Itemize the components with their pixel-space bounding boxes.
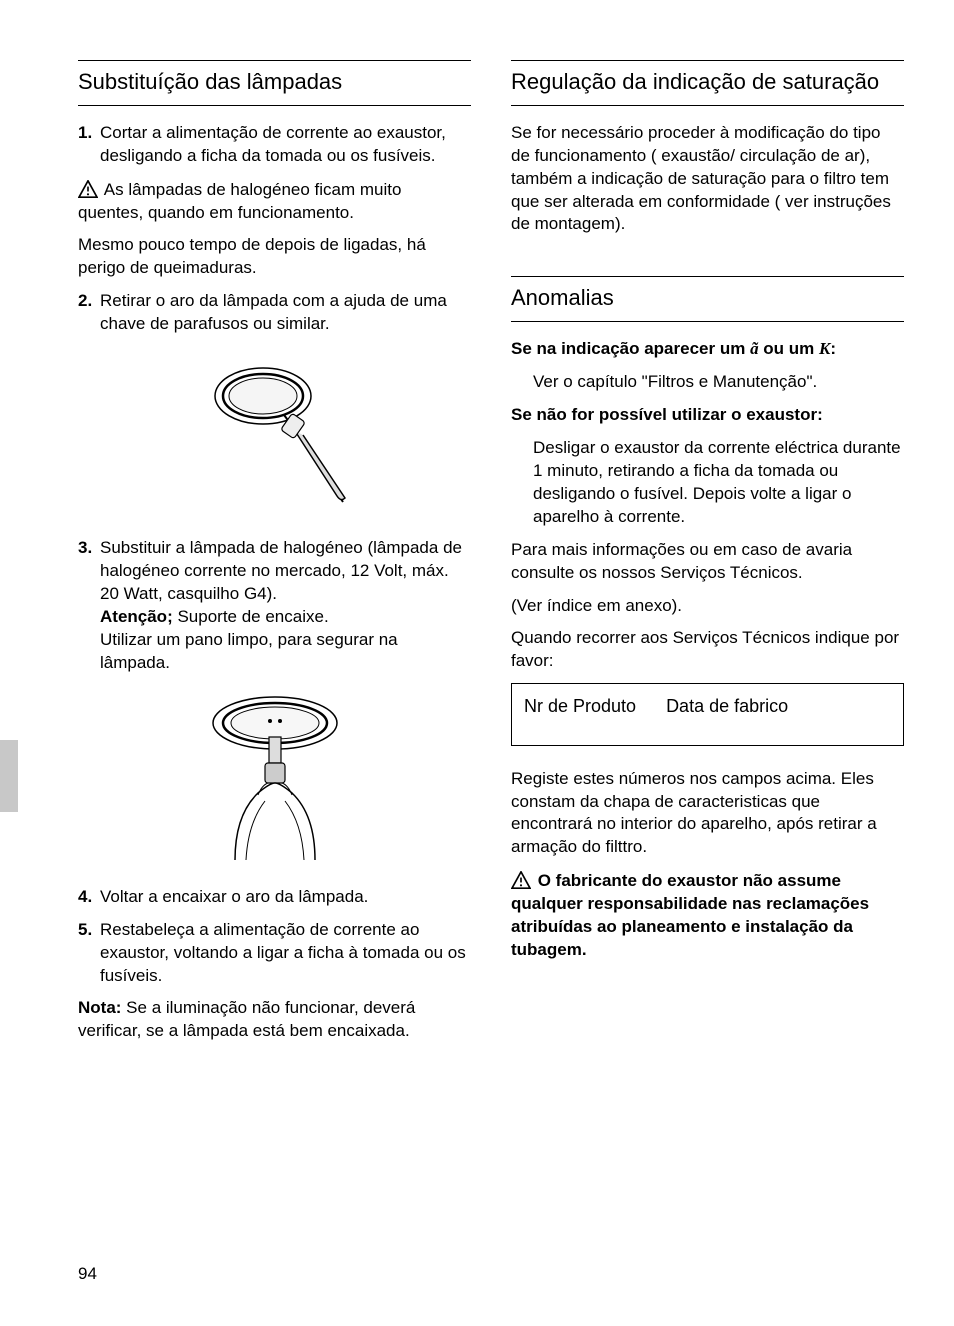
note-text: Se a iluminação não funcionar, deverá ve… xyxy=(78,998,415,1040)
box-label-date: Data de fabrico xyxy=(666,694,788,718)
step-1: 1. Cortar a alimentação de corrente ao e… xyxy=(78,122,471,168)
figure-insert-lamp xyxy=(78,685,471,872)
step-2: 2. Retirar o aro da lâmpada com a ajuda … xyxy=(78,290,471,336)
symbol-c: K xyxy=(819,339,830,358)
note-label: Nota: xyxy=(78,998,121,1017)
right-column: Regulação da indicação de saturação Se f… xyxy=(511,60,904,1053)
step-text: Cortar a alimentação de corrente ao exau… xyxy=(100,123,446,165)
step-number: 2. xyxy=(78,290,92,313)
steps-list: 1. Cortar a alimentação de corrente ao e… xyxy=(78,122,471,168)
step-3: 3. Substituir a lâmpada de halogéneo (lâ… xyxy=(78,537,471,675)
attention-text: Suporte de encaixe. xyxy=(173,607,329,626)
register-p: Registe estes números nos campos acima. … xyxy=(511,768,904,860)
step-4: 4. Voltar a encaixar o aro da lâmpada. xyxy=(78,886,471,909)
indicator-line: Se na indicação aparecer um ã ou um K: xyxy=(511,338,904,361)
page-number: 94 xyxy=(78,1263,97,1286)
step-3-extra: Utilizar um pano limpo, para segurar na … xyxy=(100,629,471,675)
step-number: 5. xyxy=(78,919,92,942)
manufacturer-warning-text: O fabricante do exaustor não assume qual… xyxy=(511,871,869,959)
left-column: Substituíção das lâmpadas 1. Cortar a al… xyxy=(78,60,471,1053)
warning-text-b: Mesmo pouco tempo de depois de ligadas, … xyxy=(78,234,471,280)
step-number: 3. xyxy=(78,537,92,560)
step-text: Restabeleça a alimentação de corrente ao… xyxy=(100,920,466,985)
step-number: 4. xyxy=(78,886,92,909)
step-number: 1. xyxy=(78,122,92,145)
ind-text-c: : xyxy=(830,339,836,358)
warning-hot-lamps: As lâmpadas de halogéneo ficam muito que… xyxy=(78,178,471,225)
box-label-product: Nr de Produto xyxy=(524,694,636,718)
step-text: Retirar o aro da lâmpada com a ajuda de … xyxy=(100,291,447,333)
cannot-use-line: Se não for possível utilizar o exaustor: xyxy=(511,404,904,427)
product-info-box: Nr de Produto Data de fabrico xyxy=(511,683,904,745)
section-heading-lamps: Substituíção das lâmpadas xyxy=(78,60,471,106)
service-p: Quando recorrer aos Serviços Técnicos in… xyxy=(511,627,904,673)
section-heading-saturation: Regulação da indicação de saturação xyxy=(511,60,904,106)
symbol-f: ã xyxy=(750,339,759,358)
warning-icon xyxy=(78,180,98,198)
warning-text-a: As lâmpadas de halogéneo ficam muito que… xyxy=(78,180,401,222)
page-edge-tab xyxy=(0,740,18,812)
ind-text-b: ou um xyxy=(759,339,819,358)
step-5: 5. Restabeleça a alimentação de corrente… xyxy=(78,919,471,988)
annex-p: (Ver índice em anexo). xyxy=(511,595,904,618)
warning-icon xyxy=(511,871,531,889)
cannot-use-sub: Desligar o exaustor da corrente eléctric… xyxy=(511,437,904,529)
manufacturer-warning: O fabricante do exaustor não assume qual… xyxy=(511,869,904,962)
indicator-sub: Ver o capítulo "Filtros e Manutenção". xyxy=(511,371,904,394)
saturation-paragraph: Se for necessário proceder à modificação… xyxy=(511,122,904,237)
step-text: Substituir a lâmpada de halogéneo (lâmpa… xyxy=(100,538,462,603)
steps-list-4: 4. Voltar a encaixar o aro da lâmpada. 5… xyxy=(78,886,471,988)
attention-label: Atenção; xyxy=(100,607,173,626)
note-paragraph: Nota: Se a iluminação não funcionar, dev… xyxy=(78,997,471,1043)
figure-remove-ring xyxy=(78,346,471,523)
steps-list-3: 3. Substituir a lâmpada de halogéneo (lâ… xyxy=(78,537,471,675)
steps-list-2: 2. Retirar o aro da lâmpada com a ajuda … xyxy=(78,290,471,336)
two-column-layout: Substituíção das lâmpadas 1. Cortar a al… xyxy=(78,60,904,1053)
more-info-p: Para mais informações ou em caso de avar… xyxy=(511,539,904,585)
ind-text-a: Se na indicação aparecer um xyxy=(511,339,750,358)
section-heading-anomalias: Anomalias xyxy=(511,276,904,322)
step-text: Voltar a encaixar o aro da lâmpada. xyxy=(100,887,368,906)
